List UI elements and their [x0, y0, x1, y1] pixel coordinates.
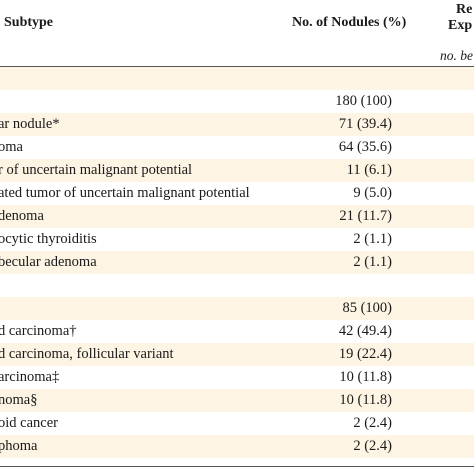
- table-row-total: 180 (100): [0, 90, 474, 113]
- table-row: becular adenoma 2 (1.1): [0, 251, 474, 274]
- row-label: ocytic thyroiditis: [0, 231, 97, 247]
- row-label: ated tumor of uncertain malignant potent…: [0, 185, 250, 201]
- table-row: oid cancer 2 (2.4): [0, 412, 474, 435]
- row-label: oma: [0, 139, 23, 155]
- row-label: noma§: [0, 392, 38, 408]
- row-label: oid cancer: [0, 415, 58, 431]
- table-row: ated tumor of uncertain malignant potent…: [0, 182, 474, 205]
- table-row: oma 64 (35.6): [0, 136, 474, 159]
- table-row-total: 85 (100): [0, 297, 474, 320]
- table-row: ocytic thyroiditis 2 (1.1): [0, 228, 474, 251]
- col-header-right-line2: Exp: [448, 18, 473, 33]
- row-label: ar nodule*: [0, 116, 60, 132]
- row-value: 2 (2.4): [353, 438, 392, 454]
- row-value: 9 (5.0): [353, 185, 392, 201]
- row-label: denoma: [0, 208, 44, 224]
- row-value: 19 (22.4): [338, 346, 392, 362]
- table-row: denoma 21 (11.7): [0, 205, 474, 228]
- row-label: arcinoma‡: [0, 369, 60, 385]
- bottom-rule: [0, 466, 474, 467]
- table-row: d carcinoma† 42 (49.4): [0, 320, 474, 343]
- col-header-subtype: Subtype: [4, 15, 54, 30]
- row-value: 42 (49.4): [338, 323, 392, 339]
- col-header-nodules: No. of Nodules (%): [292, 15, 407, 30]
- row-value: 2 (1.1): [353, 254, 392, 270]
- row-value: 10 (11.8): [339, 369, 392, 385]
- table-row: d carcinoma, follicular variant 19 (22.4…: [0, 343, 474, 366]
- col-header-right-line1: Re: [456, 2, 473, 17]
- row-label: phoma: [0, 438, 38, 454]
- total-value: 180 (100): [335, 93, 392, 109]
- row-label: d carcinoma, follicular variant: [0, 346, 174, 362]
- row-label: becular adenoma: [0, 254, 97, 270]
- table-row: r of uncertain malignant potential 11 (6…: [0, 159, 474, 182]
- row-label: d carcinoma†: [0, 323, 77, 339]
- row-value: 71 (39.4): [338, 116, 392, 132]
- row-value: 64 (35.6): [338, 139, 392, 155]
- col-subheader-right: no. be: [440, 48, 473, 63]
- group-heading-row: [0, 274, 474, 297]
- table-row: noma§ 10 (11.8): [0, 389, 474, 412]
- row-value: 11 (6.1): [346, 162, 392, 178]
- row-value: 21 (11.7): [339, 208, 392, 224]
- group-heading-row: [0, 67, 474, 90]
- header-rule: [0, 66, 474, 67]
- row-value: 2 (2.4): [353, 415, 392, 431]
- table-row: arcinoma‡ 10 (11.8): [0, 366, 474, 389]
- row-label: r of uncertain malignant potential: [0, 162, 193, 178]
- table-row: ar nodule* 71 (39.4): [0, 113, 474, 136]
- row-value: 2 (1.1): [353, 231, 392, 247]
- row-value: 10 (11.8): [339, 392, 392, 408]
- total-value: 85 (100): [342, 300, 392, 316]
- table-row: phoma 2 (2.4): [0, 435, 474, 458]
